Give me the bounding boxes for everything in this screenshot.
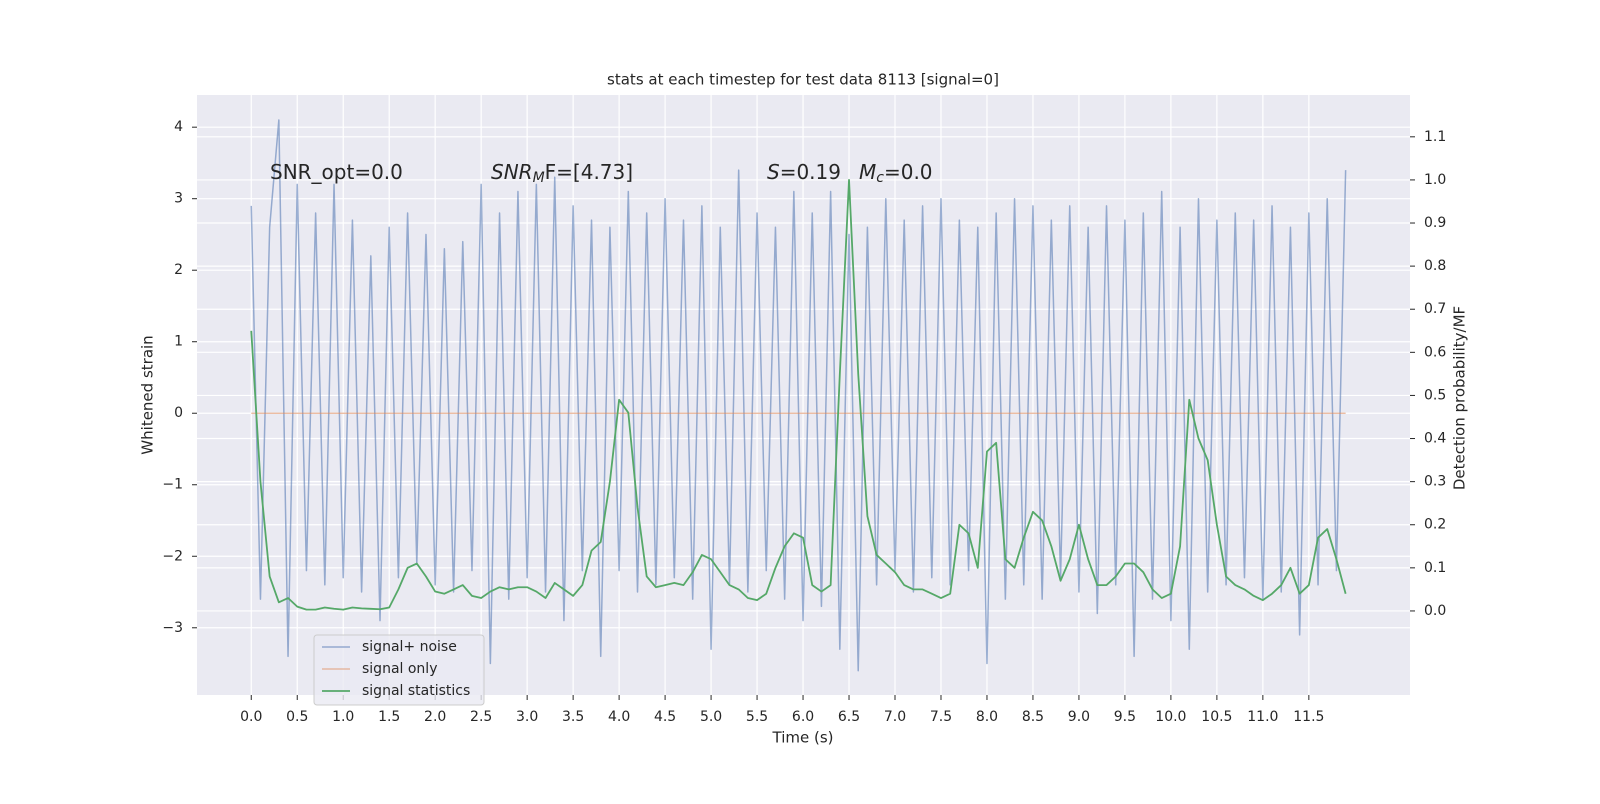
- x-tick-label: 11.0: [1247, 709, 1278, 725]
- x-tick-label: 9.5: [1114, 709, 1136, 725]
- annotation-part: c: [876, 170, 884, 186]
- chart-title: stats at each timestep for test data 811…: [607, 71, 999, 89]
- y-tick-label: 4: [174, 119, 183, 135]
- series-line: [250, 119, 1347, 672]
- annotation-part: M: [859, 160, 876, 184]
- y-tick-label: −2: [162, 548, 183, 564]
- y2-tick-label: 0.9: [1424, 215, 1446, 231]
- y-tick-label: −3: [162, 620, 183, 636]
- annotation-part: SNR: [491, 160, 533, 184]
- x-tick-label: 2.5: [470, 709, 492, 725]
- series-line: [250, 179, 1347, 611]
- y2-tick-label: 1.1: [1424, 129, 1446, 145]
- x-tick-label: 1.5: [378, 709, 400, 725]
- x-tick-label: 7.0: [884, 709, 906, 725]
- legend-label: signal+ noise: [362, 639, 457, 655]
- x-tick-label: 0.5: [286, 709, 308, 725]
- y2-tick-label: 0.2: [1424, 517, 1446, 533]
- legend-label: signal only: [362, 661, 437, 677]
- x-tick-label: 9.0: [1068, 709, 1090, 725]
- x-tick-label: 7.5: [930, 709, 952, 725]
- y-tick-label: 2: [174, 262, 183, 278]
- x-tick-label: 10.0: [1155, 709, 1186, 725]
- axes: 0.0 0.5 1.0 1.5 2.0 2.5 3.0 3.5 4.0 4.5 5.0 5.5 6.0 6…: [162, 119, 1446, 725]
- x-tick-label: 4.0: [608, 709, 630, 725]
- y2-tick-label: 0.6: [1424, 344, 1446, 360]
- annotation-part: =0.19: [780, 160, 841, 184]
- annotation-part: F=[4.73]: [545, 160, 633, 184]
- marks: [250, 119, 1347, 672]
- annotation: SNRMF=[4.73]: [491, 160, 633, 187]
- y2-tick-label: 0.7: [1424, 301, 1446, 317]
- y2-tick-label: 0.8: [1424, 258, 1446, 274]
- y-tick-label: 0: [174, 405, 183, 421]
- annotation-part: S: [767, 160, 780, 184]
- x-tick-label: 5.0: [700, 709, 722, 725]
- x-tick-label: 8.5: [1022, 709, 1044, 725]
- annotation-part: M: [533, 170, 545, 186]
- x-tick-label: 11.5: [1293, 709, 1324, 725]
- y2-tick-label: 0.4: [1424, 431, 1446, 447]
- annotation: S=0.19: [767, 160, 841, 184]
- x-tick-label: 1.0: [332, 709, 354, 725]
- y2-tick-label: 0.3: [1424, 474, 1446, 490]
- y2-tick-label: 1.0: [1424, 172, 1446, 188]
- legend-box: [313, 634, 485, 706]
- y-tick-label: 3: [174, 191, 183, 207]
- x-tick-label: 0.0: [240, 709, 262, 725]
- x-tick-label: 10.5: [1201, 709, 1232, 725]
- y-tick-label: −1: [162, 477, 183, 493]
- x-tick-label: 3.5: [562, 709, 584, 725]
- y2-axis-label: Detection probability/MF: [1451, 306, 1469, 490]
- x-tick-label: 2.0: [424, 709, 446, 725]
- y2-tick-label: 0.1: [1424, 560, 1446, 576]
- y2-tick-label: 0.0: [1424, 603, 1446, 619]
- x-tick-label: 8.0: [976, 709, 998, 725]
- x-tick-label: 3.0: [516, 709, 538, 725]
- x-tick-label: 6.5: [838, 709, 860, 725]
- annotation-part: =0.0: [884, 160, 933, 184]
- x-tick-label: 4.5: [654, 709, 676, 725]
- x-tick-label: 5.5: [746, 709, 768, 725]
- annotation: SNR_opt=0.0: [270, 160, 403, 184]
- y2-tick-label: 0.5: [1424, 387, 1446, 403]
- x-axis-label: Time (s): [772, 729, 834, 747]
- y-tick-label: 1: [174, 334, 183, 350]
- y-axis-label: Whitened strain: [139, 335, 157, 454]
- grid: [197, 95, 1410, 695]
- annotation: Mc=0.0: [859, 160, 933, 187]
- annotation-part: SNR_opt=0.0: [270, 160, 403, 184]
- legend-label: signal statistics: [362, 683, 470, 699]
- x-tick-label: 6.0: [792, 709, 814, 725]
